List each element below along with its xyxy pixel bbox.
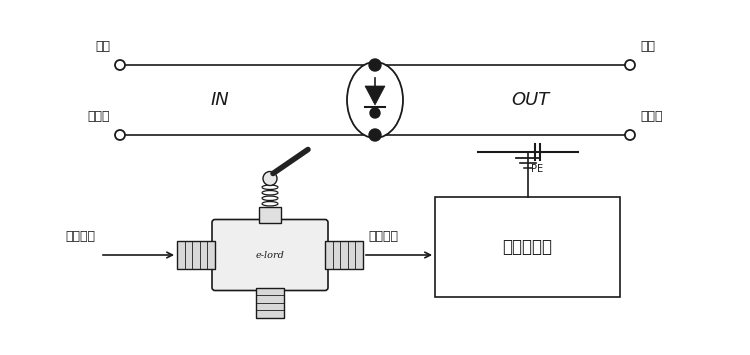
Polygon shape — [365, 86, 385, 105]
Text: 屏蔽层: 屏蔽层 — [640, 110, 662, 123]
Circle shape — [369, 59, 381, 71]
FancyBboxPatch shape — [212, 219, 328, 290]
Text: 屏蔽层: 屏蔽层 — [88, 110, 110, 123]
Text: IN: IN — [211, 91, 230, 109]
Text: 芯线: 芯线 — [95, 40, 110, 53]
Bar — [259, 207, 281, 223]
Circle shape — [625, 130, 635, 140]
Text: OUT: OUT — [511, 91, 549, 109]
Circle shape — [263, 171, 277, 186]
Text: 被保护设备: 被保护设备 — [503, 238, 553, 256]
Circle shape — [370, 108, 380, 118]
Ellipse shape — [347, 62, 403, 138]
Text: 信号输出: 信号输出 — [368, 230, 398, 244]
Text: 芯线: 芯线 — [640, 40, 655, 53]
Bar — [435, 197, 620, 297]
Text: PE: PE — [532, 164, 544, 174]
Circle shape — [625, 60, 635, 70]
Circle shape — [115, 130, 125, 140]
Bar — [177, 241, 215, 269]
Text: e-lord: e-lord — [256, 251, 284, 260]
Text: 信号输入: 信号输入 — [65, 230, 95, 244]
Bar — [256, 288, 284, 317]
Circle shape — [369, 129, 381, 141]
Bar — [325, 241, 363, 269]
Circle shape — [115, 60, 125, 70]
